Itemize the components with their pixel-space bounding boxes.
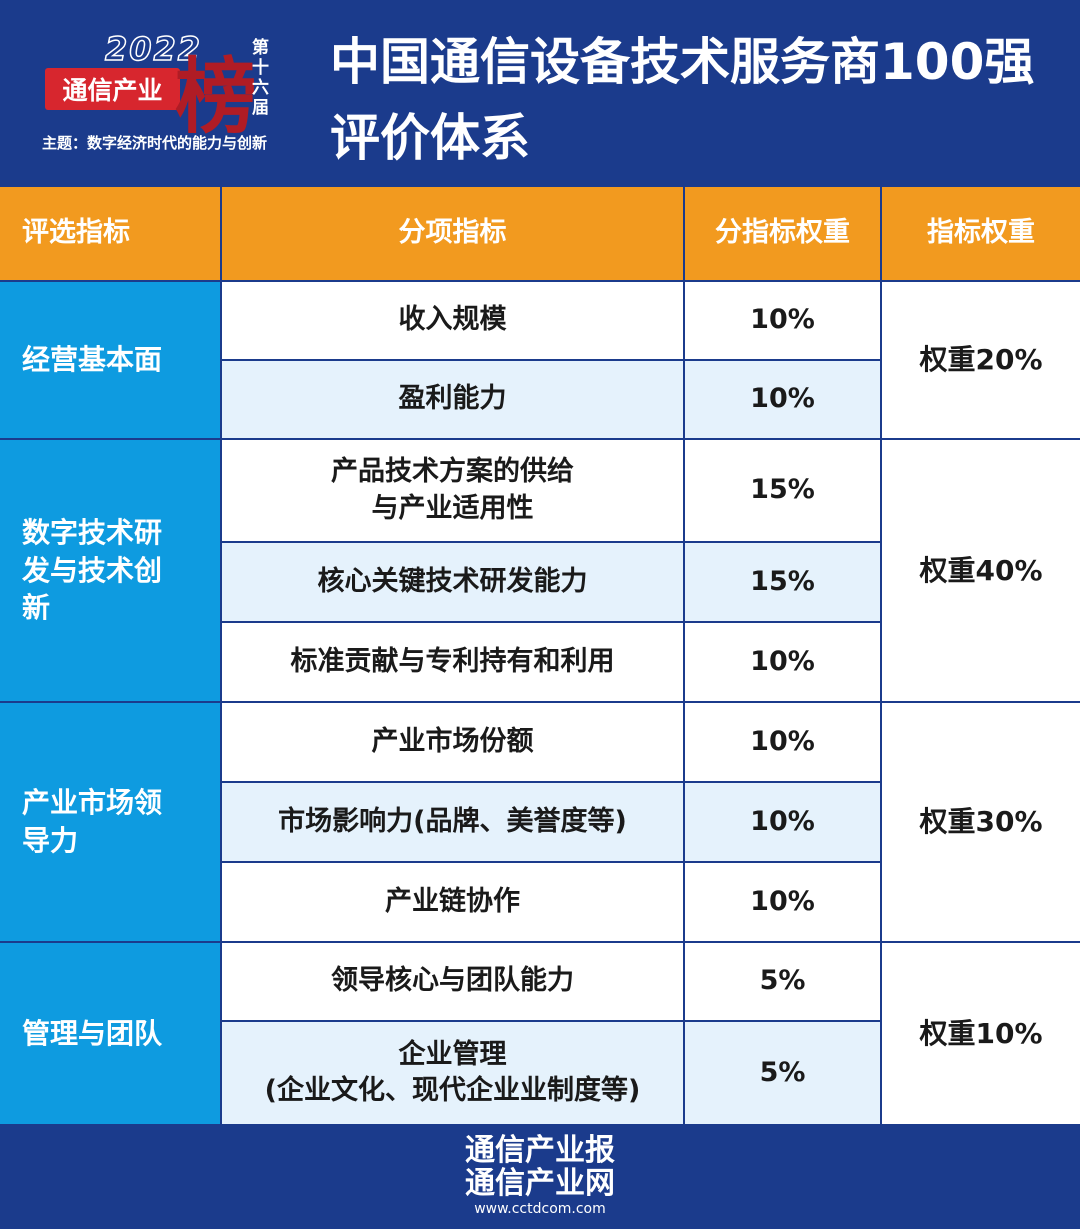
column-header: 评选指标 xyxy=(0,187,220,280)
item-weight: 10% xyxy=(685,623,880,701)
group-name: 产业市场领导力 xyxy=(0,703,220,941)
item-name: 核心关键技术研发能力 xyxy=(222,543,683,621)
item-weight: 10% xyxy=(685,282,880,359)
group-name: 数字技术研发与技术创新 xyxy=(0,440,220,701)
item-name: 企业管理 (企业文化、现代企业业制度等) xyxy=(222,1022,683,1124)
logo-char: 榜 xyxy=(175,49,258,145)
item-name: 标准贡献与专利持有和利用 xyxy=(222,623,683,701)
item-weight: 10% xyxy=(685,703,880,781)
group-name: 经营基本面 xyxy=(0,282,220,438)
logo-brand: 通信产业 xyxy=(45,68,180,110)
item-weight: 15% xyxy=(685,543,880,621)
column-header: 分项指标 xyxy=(222,187,683,280)
item-name: 领导核心与团队能力 xyxy=(222,943,683,1020)
item-weight: 15% xyxy=(685,440,880,541)
item-name: 产品技术方案的供给 与产业适用性 xyxy=(222,440,683,541)
group-weight: 权重20% xyxy=(882,282,1080,438)
footer-url: www.cctdcom.com xyxy=(474,1201,606,1217)
column-header: 指标权重 xyxy=(882,187,1080,280)
logo-theme: 主题：数字经济时代的能力与创新 xyxy=(42,134,268,152)
footer-line: 通信产业网 xyxy=(465,1166,615,1201)
logo-edition: 第十六届 xyxy=(252,38,269,118)
column-header: 分指标权重 xyxy=(685,187,880,280)
footer-line: 通信产业报 xyxy=(465,1133,615,1168)
group-weight: 权重30% xyxy=(882,703,1080,941)
item-name: 市场影响力(品牌、美誉度等) xyxy=(222,783,683,861)
item-name: 产业市场份额 xyxy=(222,703,683,781)
item-weight: 10% xyxy=(685,783,880,861)
item-weight: 5% xyxy=(685,1022,880,1124)
title: 评价体系 xyxy=(330,109,530,167)
group-weight: 权重10% xyxy=(882,943,1080,1124)
item-name: 产业链协作 xyxy=(222,863,683,941)
item-name: 收入规模 xyxy=(222,282,683,359)
item-name: 盈利能力 xyxy=(222,361,683,438)
logo-year: 2022 xyxy=(104,29,203,69)
item-weight: 10% xyxy=(685,863,880,941)
group-weight: 权重40% xyxy=(882,440,1080,701)
item-weight: 5% xyxy=(685,943,880,1020)
title: 中国通信设备技术服务商100强 xyxy=(330,33,1035,91)
group-name: 管理与团队 xyxy=(0,943,220,1124)
item-weight: 10% xyxy=(685,361,880,438)
